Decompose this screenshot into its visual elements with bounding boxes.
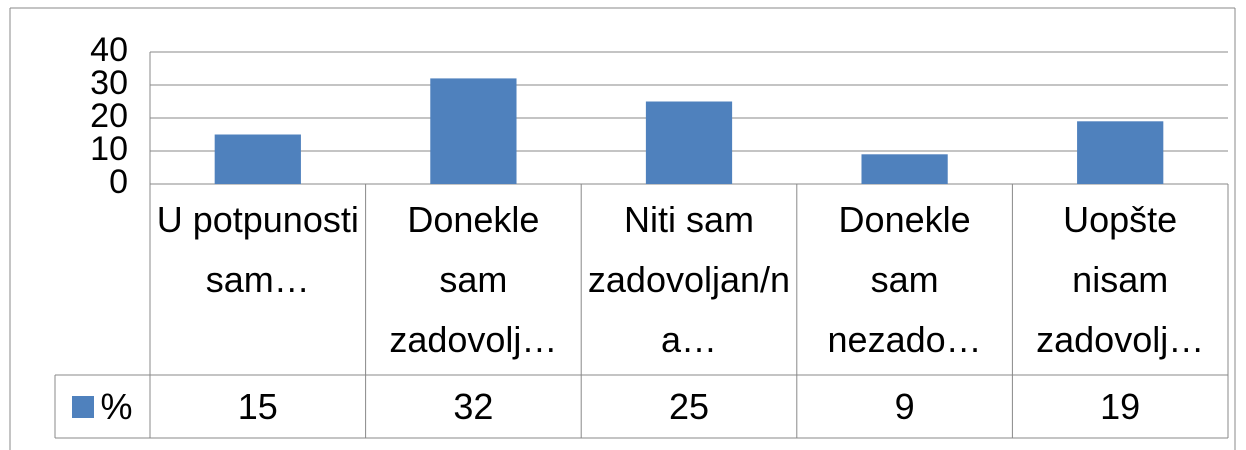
table-value: 25 xyxy=(668,386,709,427)
y-tick-label: 10 xyxy=(90,130,128,168)
table-value: 15 xyxy=(237,386,278,427)
bar xyxy=(645,101,733,184)
y-tick-label: 40 xyxy=(90,31,128,69)
y-tick-label: 30 xyxy=(90,64,128,102)
bar xyxy=(861,154,948,184)
legend-label: % xyxy=(100,385,133,427)
x-tick-label: U potpunosti sam… xyxy=(156,199,359,300)
x-tick-label: Donekle sam nezado… xyxy=(827,199,982,360)
bar xyxy=(430,78,517,184)
legend-swatch xyxy=(72,395,95,418)
x-tick-label: Niti sam zadovoljan/na… xyxy=(587,199,791,360)
x-tick-label: Donekle sam zadovolj… xyxy=(389,199,558,360)
bar xyxy=(1077,121,1164,184)
table-value: 19 xyxy=(1100,386,1141,427)
y-tick-label: 0 xyxy=(109,163,128,201)
y-tick-label: 20 xyxy=(90,97,128,135)
x-tick-label: Uopšte nisam zadovolj… xyxy=(1036,199,1205,360)
table-value: 32 xyxy=(453,386,494,427)
bar xyxy=(214,134,301,184)
table-value: 9 xyxy=(894,386,915,427)
legend: % xyxy=(55,375,150,438)
